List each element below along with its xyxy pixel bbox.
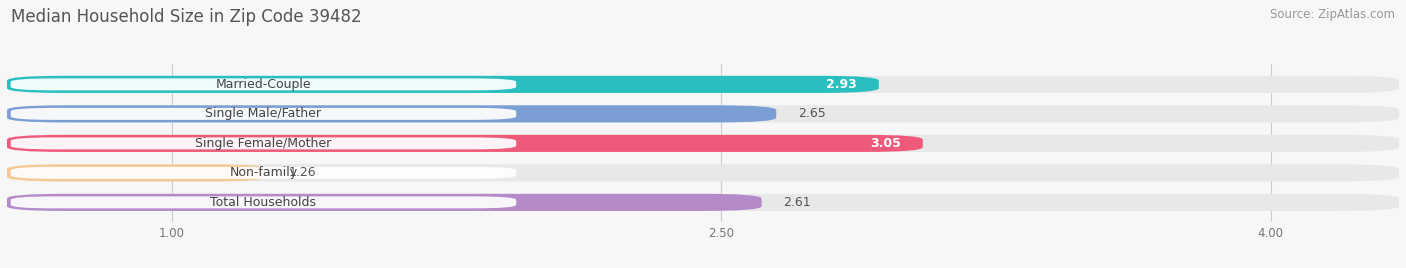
FancyBboxPatch shape xyxy=(7,76,879,93)
Text: 2.93: 2.93 xyxy=(827,78,856,91)
FancyBboxPatch shape xyxy=(7,194,1399,211)
Text: Source: ZipAtlas.com: Source: ZipAtlas.com xyxy=(1270,8,1395,21)
FancyBboxPatch shape xyxy=(11,79,516,90)
FancyBboxPatch shape xyxy=(11,167,516,179)
Text: Single Male/Father: Single Male/Father xyxy=(205,107,322,120)
Text: Married-Couple: Married-Couple xyxy=(215,78,311,91)
FancyBboxPatch shape xyxy=(7,164,1399,181)
Text: 2.61: 2.61 xyxy=(783,196,811,209)
FancyBboxPatch shape xyxy=(7,105,776,122)
FancyBboxPatch shape xyxy=(11,196,516,208)
FancyBboxPatch shape xyxy=(11,137,516,149)
FancyBboxPatch shape xyxy=(7,76,1399,93)
FancyBboxPatch shape xyxy=(7,194,762,211)
Text: Non-family: Non-family xyxy=(229,166,298,179)
Text: 1.26: 1.26 xyxy=(290,166,316,179)
FancyBboxPatch shape xyxy=(7,105,1399,122)
Text: 2.65: 2.65 xyxy=(799,107,825,120)
FancyBboxPatch shape xyxy=(7,135,1399,152)
Text: Single Female/Mother: Single Female/Mother xyxy=(195,137,332,150)
FancyBboxPatch shape xyxy=(7,135,922,152)
Text: Median Household Size in Zip Code 39482: Median Household Size in Zip Code 39482 xyxy=(11,8,361,26)
FancyBboxPatch shape xyxy=(7,164,267,181)
Text: 3.05: 3.05 xyxy=(870,137,901,150)
FancyBboxPatch shape xyxy=(11,108,516,120)
Text: Total Households: Total Households xyxy=(211,196,316,209)
